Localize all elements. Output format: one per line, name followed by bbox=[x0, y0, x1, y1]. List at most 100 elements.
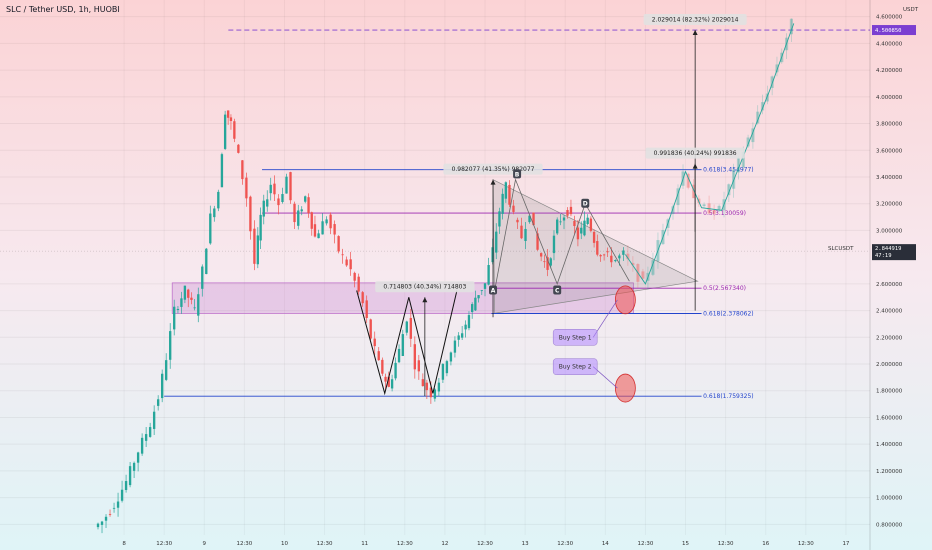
point-marker-bg bbox=[513, 169, 522, 179]
candle bbox=[341, 254, 344, 256]
candle bbox=[559, 221, 562, 223]
candle bbox=[543, 261, 546, 263]
point-label: A bbox=[491, 288, 496, 295]
currency-label: USDT bbox=[903, 7, 919, 13]
y-tick-label: 1.200000 bbox=[876, 469, 903, 475]
candle bbox=[365, 300, 368, 318]
candle bbox=[187, 289, 190, 298]
candle bbox=[583, 220, 586, 236]
point-marker-bg bbox=[553, 285, 562, 295]
x-tick-label: 12:30 bbox=[477, 541, 493, 547]
candle bbox=[357, 276, 360, 292]
projected-candle bbox=[717, 205, 721, 211]
x-tick-label: 12:30 bbox=[798, 541, 814, 547]
candle bbox=[552, 235, 556, 254]
measure-label: 0.714803 (40.34%) 714803 bbox=[383, 284, 466, 291]
high-target-badge: 4.500850 bbox=[875, 28, 902, 34]
candle bbox=[100, 521, 104, 525]
candle bbox=[566, 210, 569, 216]
candle bbox=[549, 258, 552, 266]
countdown-badge: 47:19 bbox=[875, 253, 892, 259]
candle bbox=[618, 255, 621, 259]
y-tick-label: 1.600000 bbox=[876, 415, 903, 421]
candle bbox=[245, 177, 248, 199]
candle bbox=[373, 338, 376, 347]
candle bbox=[289, 172, 292, 201]
candle bbox=[437, 382, 441, 392]
candle bbox=[201, 266, 204, 289]
y-tick-label: 2.400000 bbox=[876, 309, 903, 315]
projected-candle bbox=[691, 184, 696, 199]
projected-candle bbox=[765, 93, 769, 102]
projected-candle bbox=[651, 260, 655, 275]
levels: 4.500850 0.618(3.454977) 0.5(3.130059) 0.5(… bbox=[0, 25, 916, 400]
y-tick-label: 4.000000 bbox=[876, 95, 903, 101]
candle bbox=[293, 203, 296, 223]
candle bbox=[622, 250, 625, 255]
candle bbox=[152, 411, 156, 429]
candle bbox=[353, 272, 356, 281]
w-pattern bbox=[356, 290, 458, 396]
x-tick-label: 12:30 bbox=[637, 541, 653, 547]
measure-label: 0.991836 (40.24%) 991836 bbox=[654, 150, 737, 157]
symbol-label: SLCUSDT bbox=[828, 246, 854, 252]
candle bbox=[576, 227, 580, 240]
candle bbox=[409, 317, 412, 339]
x-tick-label: 12:30 bbox=[718, 541, 734, 547]
candle bbox=[599, 255, 602, 257]
candle bbox=[241, 160, 244, 180]
candle bbox=[464, 324, 467, 330]
x-tick-label: 10 bbox=[281, 541, 288, 547]
y-tick-label: 1.800000 bbox=[876, 389, 903, 395]
candle bbox=[401, 334, 404, 356]
candle bbox=[116, 501, 120, 508]
candle bbox=[501, 193, 504, 214]
candle bbox=[377, 351, 380, 361]
fib-05-upper-label: 0.5(3.130059) bbox=[703, 210, 746, 217]
projected-candle bbox=[712, 209, 716, 214]
candle bbox=[413, 344, 416, 370]
x-tick-label: 13 bbox=[522, 541, 529, 547]
y-tick-label: 2.200000 bbox=[876, 335, 903, 341]
candle bbox=[425, 382, 429, 391]
current-price-badge-bg bbox=[872, 244, 916, 261]
candle bbox=[160, 373, 164, 399]
y-tick-label: 3.200000 bbox=[876, 202, 903, 208]
candle bbox=[249, 196, 252, 232]
candle bbox=[562, 217, 566, 221]
current-price-badge: 2.844919 bbox=[875, 246, 902, 252]
candle bbox=[180, 298, 183, 307]
candle bbox=[223, 114, 227, 149]
candle bbox=[173, 306, 176, 330]
candle bbox=[169, 331, 172, 360]
candle bbox=[310, 212, 313, 229]
candle bbox=[606, 251, 609, 253]
candle bbox=[508, 184, 511, 205]
fib-0618-upper-label: 0.618(3.454977) bbox=[703, 167, 754, 174]
candle bbox=[321, 221, 324, 235]
fib-0618-mid-label: 0.618(2.378062) bbox=[703, 311, 754, 318]
projected-candle bbox=[760, 102, 765, 111]
projected-candle bbox=[676, 188, 680, 206]
x-tick-label: 17 bbox=[842, 541, 849, 547]
candle bbox=[297, 210, 300, 226]
candle bbox=[96, 523, 100, 528]
candle bbox=[259, 214, 262, 241]
measure-label-bg bbox=[645, 147, 745, 159]
candle bbox=[209, 213, 212, 244]
x-tick-label: 9 bbox=[203, 541, 207, 547]
buy-zone-circle bbox=[614, 285, 636, 315]
candle bbox=[329, 214, 332, 229]
x-tick-label: 8 bbox=[122, 541, 126, 547]
candle bbox=[281, 194, 284, 203]
projected-candle bbox=[756, 111, 760, 124]
candle bbox=[614, 259, 617, 262]
y-tick-label: 2.600000 bbox=[876, 282, 903, 288]
y-tick-label: 0.800000 bbox=[876, 522, 903, 528]
measure-arrow bbox=[422, 297, 428, 303]
candle bbox=[253, 228, 256, 264]
projected-candle bbox=[789, 18, 793, 35]
candle bbox=[156, 399, 160, 406]
candle bbox=[361, 292, 364, 304]
